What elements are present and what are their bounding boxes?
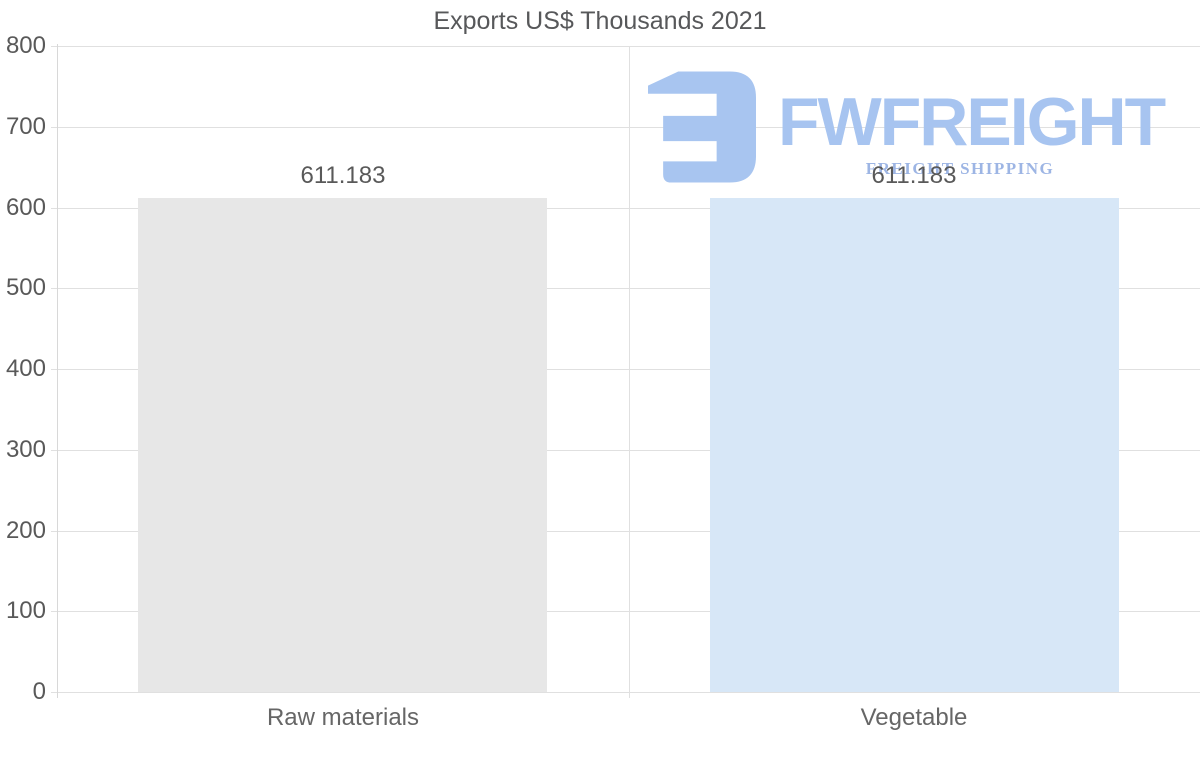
gridline-y-300 (51, 449, 1200, 451)
gridline-y-400 (51, 369, 1200, 370)
gridline-y-800 (51, 46, 1200, 47)
gridline-y-0 (51, 692, 1200, 693)
chart-title: Exports US$ Thousands 2021 (433, 7, 767, 35)
y-tick-label: 800 (5, 32, 46, 59)
gridline-y-200 (51, 530, 1200, 532)
y-tick-label: 300 (5, 435, 46, 463)
watermark-brand-text: FWFREIGHT (778, 84, 1166, 160)
y-tick-label: 0 (32, 678, 46, 705)
y-axis-line (57, 44, 58, 698)
bar-value-label-vegetable: 611.183 (871, 162, 957, 190)
bar-value-label-raw-materials: 611.183 (300, 162, 386, 190)
gridline-y-600 (51, 207, 1200, 209)
x-category-label-vegetable: Vegetable (860, 704, 968, 731)
y-tick-label: 400 (5, 355, 46, 382)
x-category-label-raw-materials: Raw materials (266, 704, 420, 731)
category-separator-line (629, 46, 630, 698)
gridline-y-700 (51, 126, 1200, 128)
y-tick-label: 500 (5, 274, 46, 302)
bar-vegetable[interactable] (710, 198, 1119, 692)
gridline-y-500 (51, 288, 1200, 290)
y-tick-label: 700 (5, 112, 46, 140)
gridline-y-100 (51, 611, 1200, 613)
y-tick-label: 200 (5, 516, 46, 544)
y-tick-label: 600 (5, 193, 46, 221)
y-tick-label: 100 (5, 597, 46, 625)
bar-raw-materials[interactable] (138, 198, 547, 692)
